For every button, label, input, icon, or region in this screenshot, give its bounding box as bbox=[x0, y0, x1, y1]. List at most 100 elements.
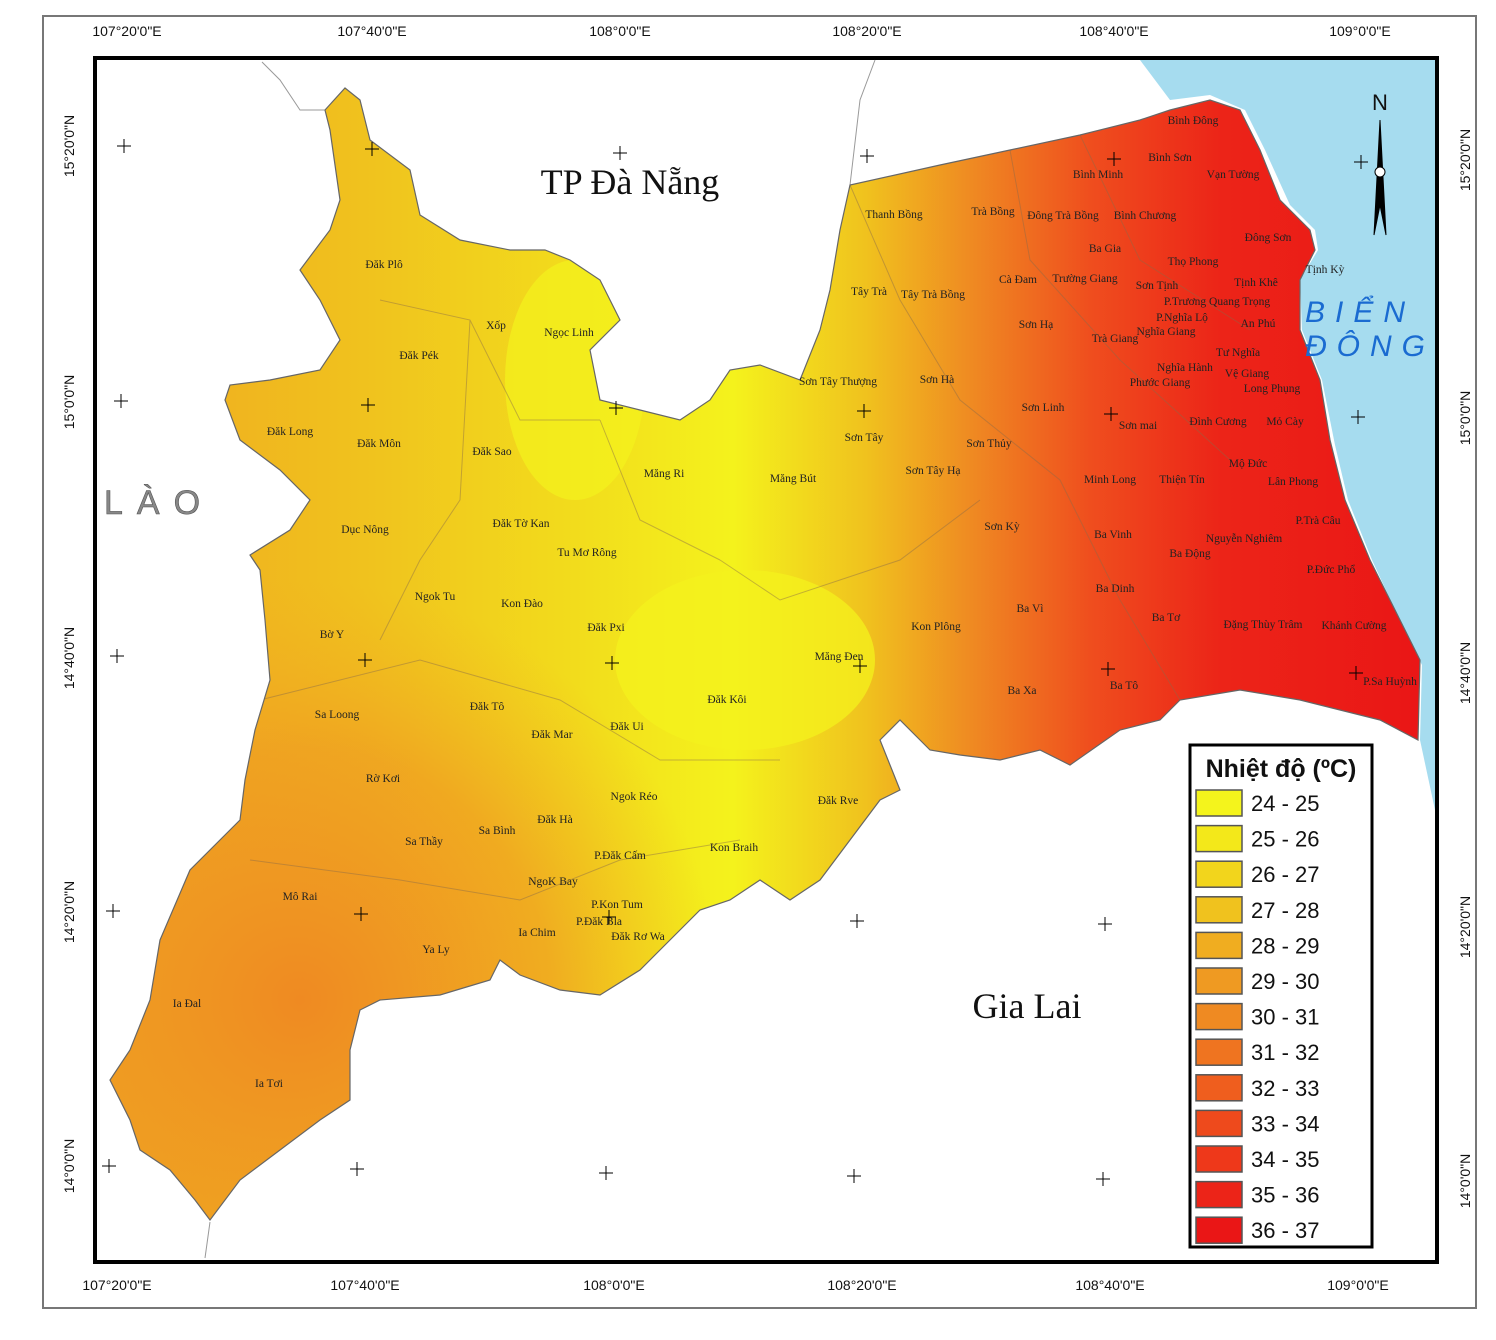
legend-label: 34 - 35 bbox=[1251, 1147, 1320, 1172]
commune-label: Bình Sơn bbox=[1148, 152, 1192, 164]
commune-label: Đăk Rơ Wa bbox=[611, 931, 665, 943]
region-label: Gia Lai bbox=[973, 986, 1082, 1026]
top-axis-label: 109°0'0"E bbox=[1329, 23, 1391, 39]
commune-label: Bình Minh bbox=[1073, 169, 1123, 181]
commune-label: Ia Đal bbox=[173, 998, 201, 1010]
cross bbox=[365, 142, 379, 156]
commune-label: Tư Nghĩa bbox=[1216, 347, 1260, 359]
cross bbox=[605, 656, 619, 670]
left-axis-label: 15°20'0"N bbox=[61, 115, 77, 177]
commune-label: Đăk Hà bbox=[537, 814, 572, 826]
commune-label: Đăk Ui bbox=[610, 721, 644, 733]
commune-label: Ba Tô bbox=[1110, 680, 1138, 692]
commune-label: P.Kon Tum bbox=[591, 899, 643, 911]
legend-swatch bbox=[1195, 931, 1243, 960]
left-axis-label: 14°40'0"N bbox=[61, 627, 77, 689]
cross bbox=[613, 146, 627, 160]
bottom-axis-label: 107°20'0"E bbox=[82, 1277, 151, 1293]
commune-label: Ba Gia bbox=[1089, 243, 1121, 255]
commune-label: P.Trà Câu bbox=[1296, 515, 1341, 527]
commune-label: Lân Phong bbox=[1268, 476, 1318, 488]
commune-label: Bờ Y bbox=[320, 629, 345, 641]
cross bbox=[117, 139, 131, 153]
commune-label: Trường Giang bbox=[1052, 273, 1117, 285]
cross bbox=[1351, 410, 1365, 424]
legend-swatch bbox=[1195, 896, 1243, 924]
commune-label: Tây Trà bbox=[851, 286, 887, 298]
commune-label: Ba Xa bbox=[1007, 685, 1036, 697]
commune-label: Ngok Tu bbox=[415, 591, 456, 603]
commune-label: Đăk Kôi bbox=[707, 694, 746, 706]
commune-label: Thanh Bồng bbox=[865, 208, 922, 221]
commune-label: Măng Bút bbox=[770, 473, 817, 485]
cross bbox=[857, 404, 871, 418]
commune-label: Sơn Kỳ bbox=[984, 521, 1019, 533]
commune-label: Kon Đào bbox=[501, 598, 543, 610]
commune-label: P.Đức Phổ bbox=[1307, 563, 1356, 576]
cross bbox=[599, 1166, 613, 1180]
legend-swatch bbox=[1195, 789, 1243, 817]
labels: 107°20'0"E 107°40'0"E 108°0'0"E 108°20'0"E 1… bbox=[61, 23, 1473, 1293]
commune-border bbox=[249, 134, 1251, 901]
commune-label: P.Sa Huỳnh bbox=[1363, 676, 1417, 688]
commune-label: Nghĩa Giang bbox=[1136, 326, 1195, 338]
legend-label: 36 - 37 bbox=[1251, 1218, 1320, 1243]
neighbor-border bbox=[204, 59, 876, 1259]
cool-spot bbox=[505, 260, 645, 500]
commune-label: Dục Nông bbox=[341, 524, 389, 536]
commune-label: Trà Giang bbox=[1092, 333, 1139, 345]
commune-label: Kon Plông bbox=[911, 621, 961, 633]
cross bbox=[1107, 152, 1121, 166]
commune-label: Đặng Thùy Trâm bbox=[1223, 619, 1302, 631]
commune-label: Ngọc Linh bbox=[544, 327, 594, 339]
commune-label: P.Đăk Bla bbox=[576, 916, 622, 928]
cross bbox=[860, 149, 874, 163]
legend-label: 24 - 25 bbox=[1251, 791, 1320, 816]
commune-label: Sơn mai bbox=[1119, 420, 1157, 432]
commune-label: Đăk Môn bbox=[357, 438, 401, 450]
top-axis-label: 108°20'0"E bbox=[832, 23, 901, 39]
legend-swatch bbox=[1195, 860, 1243, 888]
commune-label: Sơn Tây bbox=[845, 432, 884, 444]
commune-label: Bình Chương bbox=[1114, 210, 1177, 222]
commune-label: Sơn Tịnh bbox=[1136, 280, 1179, 292]
cool-spot bbox=[615, 570, 875, 750]
legend-swatch bbox=[1195, 967, 1243, 995]
cross bbox=[1349, 666, 1363, 680]
commune-label: Ya Ly bbox=[422, 944, 450, 956]
cross bbox=[850, 914, 864, 928]
cross bbox=[106, 904, 120, 918]
commune-label: Thiện Tín bbox=[1159, 474, 1205, 486]
bottom-axis-label: 108°20'0"E bbox=[827, 1277, 896, 1293]
north-arrow-circle bbox=[1374, 166, 1386, 178]
right-axis-label: 14°40'0"N bbox=[1457, 642, 1473, 704]
commune-label: Đăk Pék bbox=[399, 350, 439, 362]
legend-swatch bbox=[1195, 1145, 1243, 1173]
legend-swatch bbox=[1195, 1216, 1243, 1244]
commune-label: Long Phụng bbox=[1244, 383, 1301, 395]
commune-label: Ia Chim bbox=[518, 927, 555, 939]
commune-label: Đăk Mar bbox=[531, 729, 572, 741]
commune-label: Sa Thầy bbox=[405, 835, 443, 848]
cross bbox=[1104, 407, 1118, 421]
legend-label: 33 - 34 bbox=[1251, 1111, 1320, 1136]
legend-label: 25 - 26 bbox=[1251, 827, 1320, 852]
cross bbox=[1096, 1172, 1110, 1186]
commune-label: Cà Đam bbox=[999, 274, 1037, 286]
cross bbox=[361, 398, 375, 412]
commune-label: Mộ Đức bbox=[1229, 458, 1268, 470]
right-axis-label: 15°0'0"N bbox=[1457, 391, 1473, 446]
commune-label: Tây Trà Bồng bbox=[901, 288, 965, 301]
commune-label: Rờ Kơi bbox=[366, 773, 400, 785]
commune-label: Minh Long bbox=[1084, 474, 1136, 486]
commune-label: Trà Bồng bbox=[971, 205, 1015, 218]
commune-label: Ba Tơ bbox=[1152, 612, 1181, 624]
legend-swatch bbox=[1195, 1002, 1243, 1031]
north-label: N bbox=[1372, 90, 1388, 115]
bottom-axis-label: 108°40'0"E bbox=[1075, 1277, 1144, 1293]
legend-swatch bbox=[1195, 1074, 1243, 1102]
commune-label: Măng Ri bbox=[644, 468, 685, 480]
north-arrow bbox=[1373, 119, 1387, 236]
commune-label: Tịnh Kỳ bbox=[1306, 264, 1345, 276]
cross bbox=[114, 394, 128, 408]
